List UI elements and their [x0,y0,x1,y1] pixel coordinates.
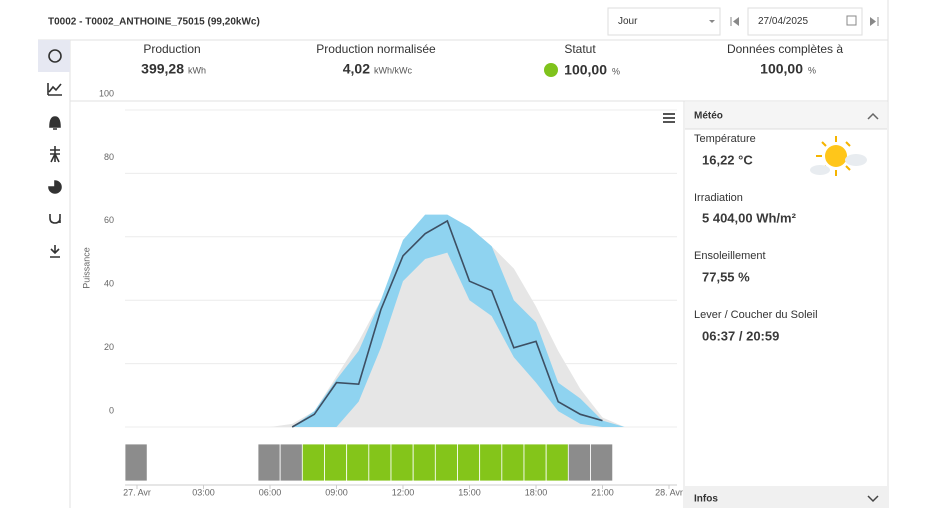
x-tick-label: 15:00 [458,487,481,497]
x-tick-label: 09:00 [325,487,348,497]
panel-title: Météo [694,111,723,122]
weather-label: Température [694,133,756,145]
kpi: Production normalisée 4,02 kWh/kWc [316,42,436,77]
status-segment [501,443,525,482]
weather-label: Irradiation [694,192,743,204]
kpi-value: 100,00 [760,61,803,77]
chart-menu[interactable] [663,113,675,123]
status-segment [457,443,481,482]
active-nav[interactable] [38,40,70,72]
weather-label: Ensoleillement [694,250,766,262]
prev-button[interactable] [730,17,739,26]
status-segment [124,443,148,482]
status-segment [390,443,414,482]
status-segment [567,443,591,482]
y-tick-label: 20 [104,342,114,352]
kpi: Production 399,28 kWh [141,42,206,77]
x-tick-label: 21:00 [591,487,614,497]
status-indicator [544,63,558,77]
kpi-label: Statut [564,42,596,56]
weather-label: Lever / Coucher du Soleil [694,309,818,321]
status-segment [479,443,503,482]
status-segment [346,443,370,482]
status-segment [279,443,303,482]
pie-icon[interactable] [48,180,62,194]
y-axis-label: Puissance [81,247,91,289]
kpi: Données complètes à 100,00 % [727,42,843,77]
chart: 0 20 40 60 80 100 27. Avr 03:00 06:00 09:00 12:00 1… [99,88,683,497]
status-segment [324,443,348,482]
x-tick-label: 27. Avr [123,487,151,497]
x-tick-label: 06:00 [259,487,282,497]
date-value: 27/04/2025 [758,16,808,27]
kpi-label: Production normalisée [316,42,436,56]
x-tick-label: 18:00 [525,487,548,497]
download-icon[interactable] [50,245,60,258]
date-input[interactable] [747,7,863,36]
status-segment [590,443,614,482]
kpi-unit: % [612,66,620,76]
collapse-icon[interactable] [867,112,879,120]
kpi-unit: % [808,65,816,75]
kpi-unit: kWh [188,65,206,75]
diagnostic-icon[interactable] [49,214,61,224]
status-segment [301,443,325,482]
confidence-band [270,214,625,427]
weather-value: 77,55 % [702,269,750,284]
kpi: Statut 100,00 % [544,42,620,78]
expand-icon[interactable] [867,495,879,503]
kpi-value: 399,28 [141,61,184,77]
status-segment [434,443,458,482]
y-tick-label: 80 [104,152,114,162]
panel-footer[interactable] [685,486,887,508]
kpi-unit: kWh/kWc [374,65,412,75]
kpi-value: 100,00 [564,62,607,78]
panel-footer-title: Infos [694,494,718,505]
kpi-label: Production [143,42,200,56]
status-segment [545,443,569,482]
chart-icon[interactable] [47,83,62,96]
y-tick-label: 60 [104,215,114,225]
x-tick-label: 03:00 [192,487,215,497]
period-value: Jour [618,16,638,27]
weather-value: 16,22 °C [702,152,753,167]
status-segment [523,443,547,482]
dropdown-arrow [709,20,715,23]
weather-value: 06:37 / 20:59 [702,328,779,343]
tower-icon[interactable] [50,146,60,163]
power-line [291,219,603,428]
status-segment [412,443,436,482]
alert-icon[interactable] [49,116,61,130]
dashboard-icon[interactable] [48,49,62,63]
y-tick-label: 100 [99,88,114,98]
next-button[interactable] [870,17,879,26]
calendar-icon [846,15,857,26]
y-tick-label: 40 [104,279,114,289]
status-segment [257,443,281,482]
kpi-value: 4,02 [343,61,370,77]
weather-value: 5 404,00 Wh/m² [702,210,797,225]
x-tick-label: 12:00 [392,487,415,497]
kpi-label: Données complètes à [727,42,843,56]
x-tick-label: 28. Avr [655,487,683,497]
y-tick-label: 0 [109,405,114,415]
page-title: T0002 - T0002_ANTHOINE_75015 (99,20kWc) [48,17,260,28]
status-segment [368,443,392,482]
weather-icon [810,136,867,176]
panel-header[interactable] [685,102,887,129]
period-select[interactable] [607,7,721,36]
